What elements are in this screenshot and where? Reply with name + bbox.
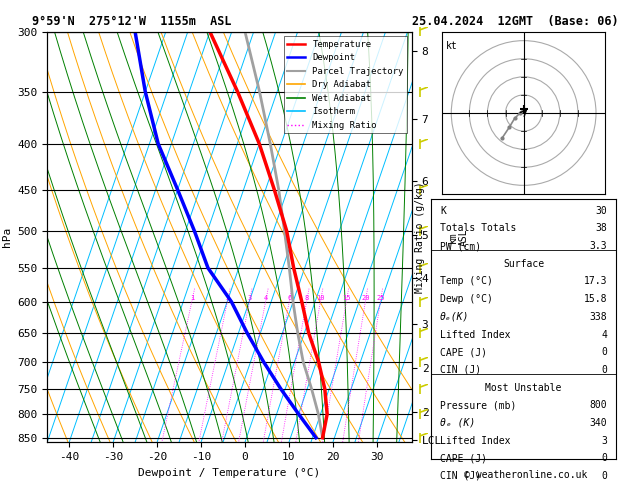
Text: Mixing Ratio (g/kg): Mixing Ratio (g/kg) [415,181,425,293]
Text: 800: 800 [589,400,607,410]
Text: θₑ(K): θₑ(K) [440,312,469,322]
X-axis label: Dewpoint / Temperature (°C): Dewpoint / Temperature (°C) [138,468,321,478]
Text: 15.8: 15.8 [584,294,607,304]
Text: 2: 2 [225,295,230,301]
Y-axis label: hPa: hPa [2,227,12,247]
Text: 15: 15 [342,295,351,301]
Legend: Temperature, Dewpoint, Parcel Trajectory, Dry Adiabat, Wet Adiabat, Isotherm, Mi: Temperature, Dewpoint, Parcel Trajectory… [284,36,408,134]
Text: CIN (J): CIN (J) [440,471,481,481]
Text: 340: 340 [589,418,607,428]
Text: Lifted Index: Lifted Index [440,435,511,446]
Text: 6: 6 [287,295,291,301]
Text: 25.04.2024  12GMT  (Base: 06): 25.04.2024 12GMT (Base: 06) [413,15,619,28]
Text: kt: kt [446,41,458,51]
Text: 9°59'N  275°12'W  1155m  ASL: 9°59'N 275°12'W 1155m ASL [32,15,232,28]
Text: Dewp (°C): Dewp (°C) [440,294,493,304]
Text: Totals Totals: Totals Totals [440,224,516,233]
Text: 3: 3 [247,295,252,301]
Text: 0: 0 [601,471,607,481]
Text: CIN (J): CIN (J) [440,365,481,375]
Text: 30: 30 [596,206,607,216]
Text: θₑ (K): θₑ (K) [440,418,476,428]
Text: 4: 4 [264,295,268,301]
Text: 20: 20 [361,295,370,301]
Text: 25: 25 [376,295,385,301]
Text: Lifted Index: Lifted Index [440,330,511,340]
Text: 8: 8 [304,295,309,301]
Text: Pressure (mb): Pressure (mb) [440,400,516,410]
Y-axis label: km
ASL: km ASL [447,228,469,246]
Text: 3: 3 [601,435,607,446]
Text: 4: 4 [601,330,607,340]
Text: Most Unstable: Most Unstable [486,382,562,393]
Text: 0: 0 [601,365,607,375]
Text: 0: 0 [601,453,607,463]
Text: Surface: Surface [503,259,544,269]
Text: Temp (°C): Temp (°C) [440,277,493,286]
Text: CAPE (J): CAPE (J) [440,347,487,357]
Text: 1: 1 [190,295,194,301]
Text: 17.3: 17.3 [584,277,607,286]
Text: 0: 0 [601,347,607,357]
Text: 338: 338 [589,312,607,322]
Text: PW (cm): PW (cm) [440,241,481,251]
Text: K: K [440,206,446,216]
Text: © weatheronline.co.uk: © weatheronline.co.uk [464,470,587,480]
Text: CAPE (J): CAPE (J) [440,453,487,463]
Text: 3.3: 3.3 [589,241,607,251]
Text: 38: 38 [596,224,607,233]
Text: 10: 10 [316,295,325,301]
